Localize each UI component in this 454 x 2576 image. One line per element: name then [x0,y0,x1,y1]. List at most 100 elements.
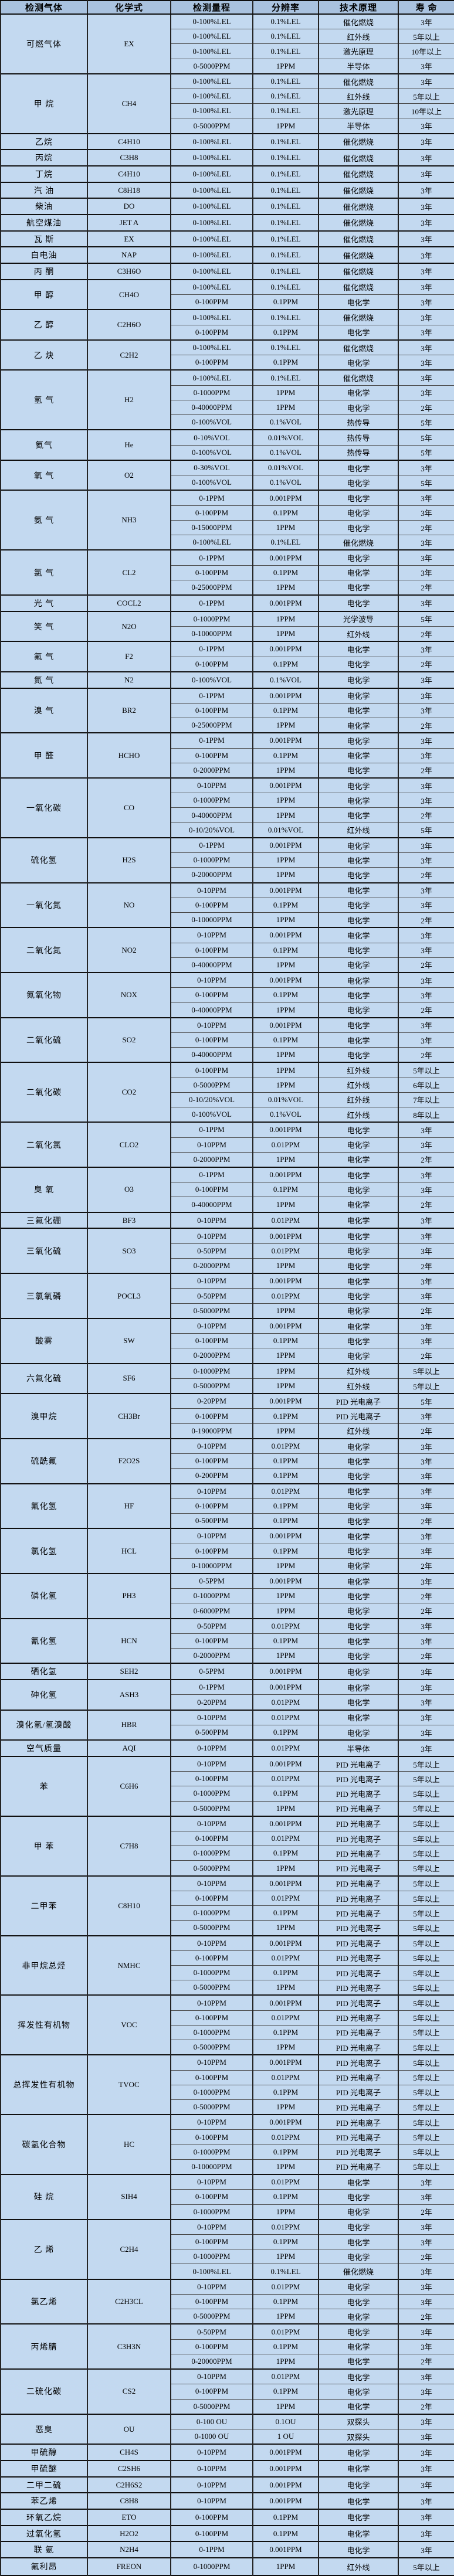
table-row: 0-1000PPM 0.1PPM PID 光电离子 5年以上 [1,1965,454,1981]
resolution-cell: 0.1%LEL [252,369,319,386]
principle-cell: 催化燃烧 [318,149,399,166]
range-cell: 0-100%LEL [170,198,253,215]
range-cell: 0-15000PPM [170,519,253,536]
lifespan-cell: 3年 [398,459,454,476]
table-row: 0-100PPM 0.1PPM 电化学 3年 [1,897,454,913]
formula-cell: C2SH6 [87,2460,171,2478]
range-cell: 0-50PPM [170,2323,253,2340]
principle-cell: PID 光电离子 [318,1786,399,1802]
range-cell: 0-100%LEL [170,165,253,183]
resolution-cell: 1PPM [252,912,319,928]
lifespan-cell: 3年 [398,2264,454,2280]
range-cell: 0-100PPM [170,2293,253,2310]
lifespan-cell: 5年 [398,475,454,491]
lifespan-cell: 2年 [398,762,454,779]
resolution-cell: 0.001PPM [252,927,319,943]
principle-cell: 电化学 [318,2384,399,2400]
resolution-cell: 1PPM [252,626,319,642]
formula-cell: He [87,429,171,461]
range-cell: 0-1000PPM [170,2557,253,2576]
range-cell: 0-10%VOL [170,429,253,446]
resolution-cell: 0.01%VOL [252,459,319,476]
table-row: 二甲苯 C8H10 0-10PPM 0.001PPM PID 光电离子 5年以上 [0,1875,454,1936]
range-cell: 0-1000PPM [170,1846,253,1861]
table-row: 0-100PPM 0.1PPM 电化学 3年 [1,294,454,310]
principle-cell: PID 光电离子 [318,1935,399,1951]
range-cell: 0-100PPM [170,1543,253,1559]
lifespan-cell: 3年 [398,702,454,718]
resolution-cell: 1PPM [252,1800,319,1817]
lifespan-cell: 3年 [398,339,454,356]
range-cell: 0-100%LEL [170,73,253,90]
formula-cell: C2H6S2 [87,2476,171,2493]
resolution-cell: 0.01PPM [252,2218,319,2235]
range-cell: 0-10PPM [170,1875,253,1891]
table-row: 0-5000PPM 1PPM 电化学 2年 [1,2398,454,2415]
resolution-cell: 0.001PPM [252,2492,319,2510]
range-cell: 0-50PPM [170,1243,253,1259]
resolution-cell: 1PPM [252,2040,319,2055]
table-row: 硒化氢 SEH2 0-5PPM 0.001PPM 电化学 3年 [0,1663,454,1680]
gas-name-cell: 三氧化硫 [0,1228,88,1274]
gas-name-cell: 丙烷 [0,149,88,166]
lifespan-cell: 3年 [398,2541,454,2558]
resolution-cell: 0.1PPM [252,656,319,672]
table-row: 0-100PPM 0.1PPM 电化学 3年 [1,1633,454,1649]
col-header-resolution: 分辨率 [252,0,319,15]
lifespan-cell: 2年 [398,399,454,416]
lifespan-cell: 2年 [398,1151,454,1168]
resolution-cell: 1PPM [252,118,319,134]
gas-name-cell: 非甲烷总烃 [0,1935,88,1996]
resolution-cell: 0.1%LEL [252,73,319,90]
resolution-cell: 0.001PPM [252,549,319,566]
lifespan-cell: 3年 [398,230,454,247]
table-row: 0-5000PPM 1PPM 电化学 2年 [1,1303,454,1319]
formula-cell: C8H8 [87,2492,171,2510]
lifespan-cell: 3年 [398,149,454,166]
resolution-cell: 0.01PPM [252,1890,319,1906]
resolution-cell: 0.1%VOL [252,414,319,430]
resolution-cell: 1PPM [252,1062,319,1078]
range-cell: 0-100PPM [170,2189,253,2205]
formula-cell: AQI [87,1739,171,1757]
resolution-cell: 0.001PPM [252,2541,319,2558]
range-cell: 0-2000PPM [170,1648,253,1664]
principle-cell: 红外线 [318,1092,399,1108]
table-row: 砷化氢 ASH3 0-1PPM 0.001PPM 电化学 3年 [0,1679,454,1711]
table-row: 0-100PPM 0.01PPM PID 光电离子 5年以上 [1,2069,454,2085]
formula-cell: BR2 [87,687,171,733]
range-cell: 0-10PPM [170,1211,253,1229]
resolution-cell: 0.01PPM [252,1211,319,1229]
principle-cell: 电化学 [318,852,399,868]
lifespan-cell: 3年 [398,1122,454,1138]
table-row: 甲硫醚 C2SH6 0-10PPM 0.001PPM 电化学 3年 [0,2460,454,2478]
gas-name-cell: 丙 酮 [0,263,88,280]
table-row: 非甲烷总烃 NMHC 0-10PPM 0.001PPM PID 光电离子 5年以上 [0,1935,454,1996]
principle-cell: 电化学 [318,2293,399,2310]
lifespan-cell: 3年 [398,2293,454,2310]
lifespan-cell: 5年以上 [398,2069,454,2085]
resolution-cell: 0.1%LEL [252,263,319,280]
table-row: 氯 气 CL2 0-1PPM 0.001PPM 电化学 3年 [0,549,454,596]
formula-cell: H2O2 [87,2524,171,2542]
formula-cell: H2S [87,837,171,883]
formula-cell: ASH3 [87,1679,171,1711]
range-cell: 0-100 OU [170,2413,253,2430]
principle-cell: 电化学 [318,2309,399,2324]
range-cell: 0-40000PPM [170,1197,253,1213]
principle-cell: 电化学 [318,1167,399,1183]
principle-cell: 电化学 [318,2323,399,2340]
resolution-cell: 0.001PPM [252,1815,319,1832]
principle-cell: 电化学 [318,1588,399,1604]
gas-name-cell: 乙 醇 [0,309,88,341]
table-row: 0-100PPM 0.01PPM PID 光电离子 5年以上 [1,2129,454,2145]
lifespan-cell: 3年 [398,1273,454,1289]
table-row: 0-100PPM 0.1PPM 电化学 3年 [1,987,454,1003]
principle-cell: 红外线 [318,626,399,642]
principle-cell: 电化学 [318,594,399,612]
lifespan-cell: 3年 [398,1243,454,1259]
resolution-cell: 1PPM [252,519,319,536]
principle-cell: 电化学 [318,1648,399,1664]
range-cell: 0-100%LEL [170,246,253,264]
